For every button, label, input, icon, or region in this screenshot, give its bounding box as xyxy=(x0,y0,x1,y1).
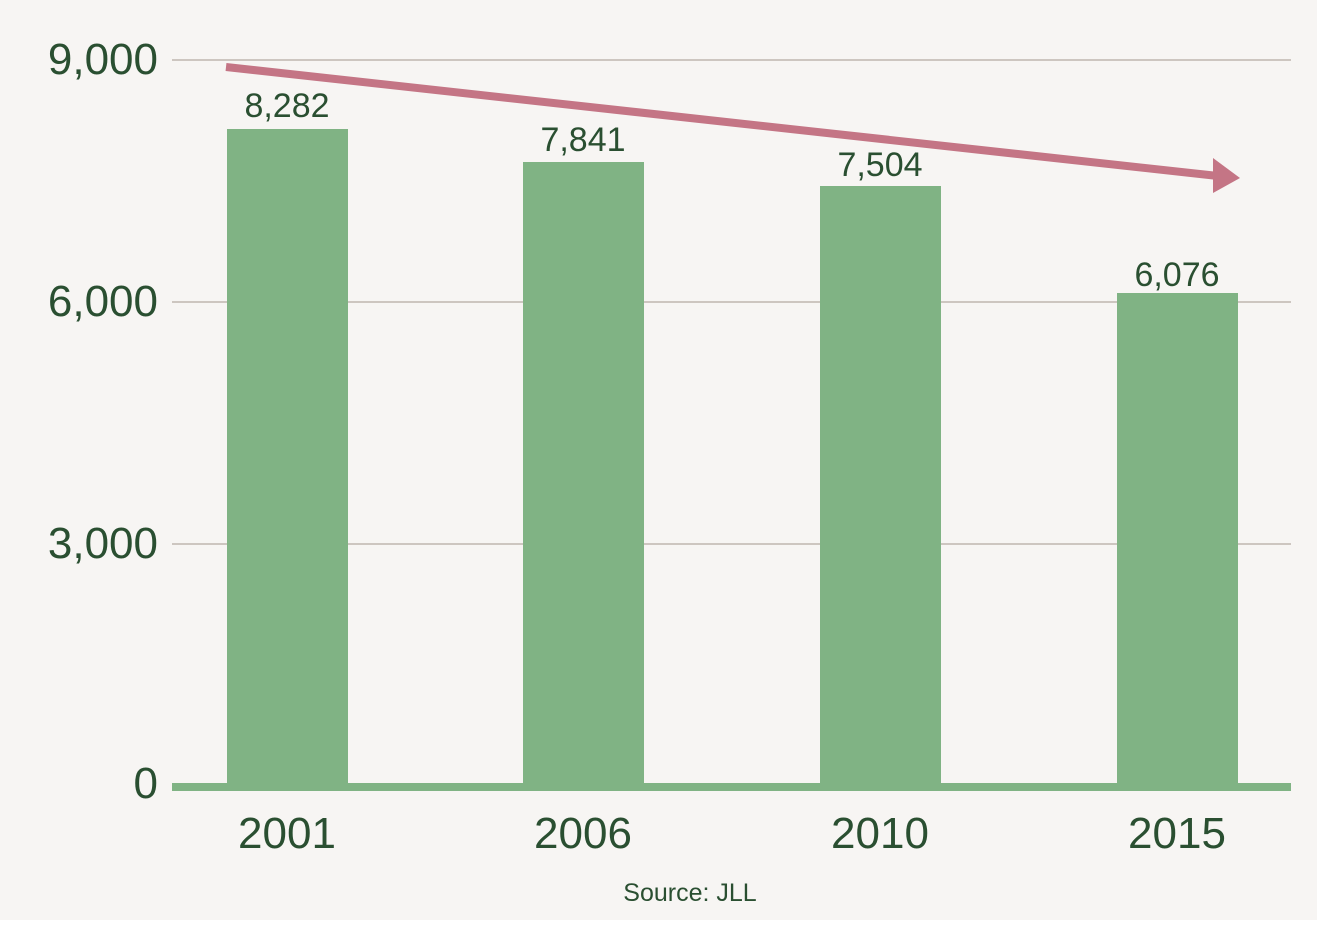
value-label-2010: 7,504 xyxy=(837,146,923,184)
bar-2015 xyxy=(1117,293,1238,785)
x-label-2006: 2006 xyxy=(534,809,632,858)
bar-2006 xyxy=(523,162,644,785)
x-label-2010: 2010 xyxy=(831,809,929,858)
x-axis-line xyxy=(172,783,1291,791)
source-note: Source: JLL xyxy=(623,879,757,907)
gridline-6000 xyxy=(172,301,1291,303)
ytick-6000: 6,000 xyxy=(47,277,158,326)
ytick-3000: 3,000 xyxy=(47,519,158,568)
value-label-2001: 8,282 xyxy=(244,87,330,125)
x-label-2001: 2001 xyxy=(238,809,336,858)
gridline-9000 xyxy=(172,59,1291,61)
gridline-3000 xyxy=(172,543,1291,545)
value-label-2006: 7,841 xyxy=(540,121,626,159)
ytick-0: 0 xyxy=(133,759,158,808)
bar-2010 xyxy=(820,186,941,785)
x-label-2015: 2015 xyxy=(1128,809,1226,858)
bar-2001 xyxy=(227,129,348,785)
ytick-9000: 9,000 xyxy=(47,35,158,84)
value-label-2015: 6,076 xyxy=(1134,256,1220,294)
